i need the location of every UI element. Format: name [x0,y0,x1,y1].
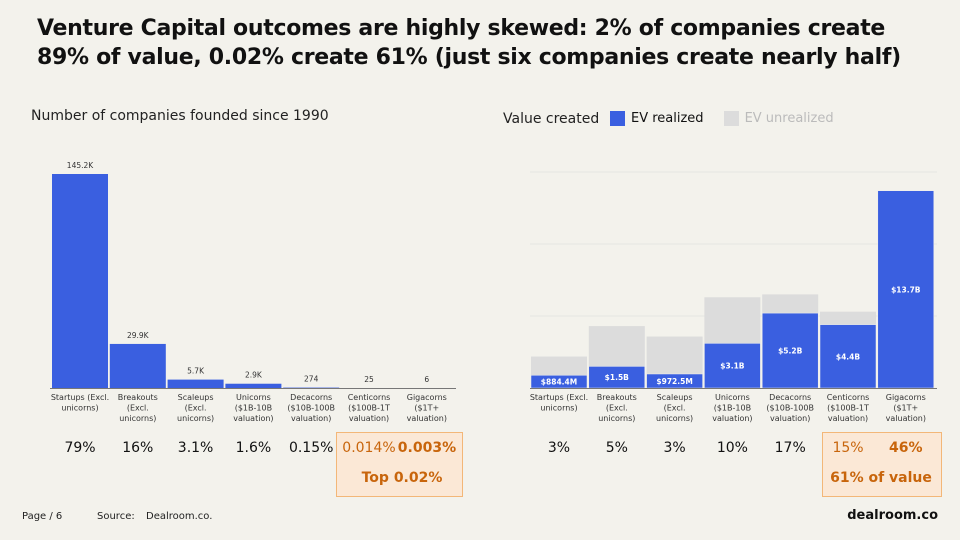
category-label: Breakouts (Excl. unicorns) [597,393,637,423]
company-share-label: 0.014% [342,440,396,456]
category-label: Decacorns ($10B-100B valuation) [766,393,814,423]
bar-ev-unrealized [704,297,761,344]
category-label: Startups (Excl. unicorns) [530,393,588,413]
value-label: 25 [364,375,374,384]
bar-ev-unrealized [762,294,819,314]
left-highlight-label: Top 0.02% [361,470,443,486]
bar-ev-realized [761,312,819,389]
value-share-label: 46% [889,440,923,456]
value-share-label: 5% [605,440,628,456]
value-label: 2.9K [245,371,263,380]
bar-ev-realized [819,324,877,389]
category-label: Centicorns ($100B-1T valuation) [348,393,391,423]
value-label: $5.2B [778,347,803,356]
bar-companies [225,383,282,388]
slide-title: Venture Capital outcomes are highly skew… [37,16,901,70]
category-label: Unicorns ($1B-10B valuation) [233,393,273,423]
company-share-label: 1.6% [235,440,272,456]
value-label: $884.4M [541,378,577,387]
value-label: $13.7B [891,285,921,294]
company-share-label: 3.1% [177,440,214,456]
category-label: Gigacorns ($1T+ valuation) [407,393,447,423]
value-label: 6 [424,375,429,384]
bar-ev-realized [877,190,935,389]
value-share-label: 15% [832,440,864,456]
left-highlight-box [336,432,463,497]
value-label: 29.9K [127,331,150,340]
category-label: Decacorns ($10B-100B valuation) [287,393,335,423]
value-share-label: 3% [663,440,686,456]
value-label: 145.2K [67,161,94,170]
company-share-label: 16% [122,440,154,456]
legend-label-unrealized: EV unrealized [744,111,834,126]
value-label: 274 [304,375,319,384]
legend-swatch-realized [610,111,625,126]
bar-ev-unrealized [820,311,876,325]
right-highlight-box [822,432,942,497]
company-share-label: 0.003% [397,440,457,456]
bar-ev-unrealized [646,336,703,374]
company-share-label: 0.15% [288,440,334,456]
bar-companies [167,379,224,388]
value-share-label: 10% [716,440,748,456]
source-text: Dealroom.co. [146,511,213,522]
source-label: Source: [97,511,135,522]
bar-ev-unrealized [531,356,587,376]
value-label: $4.4B [836,352,861,361]
right-chart-title: Value created [503,111,600,127]
bar-ev-realized [704,343,761,389]
category-label: Scaleups (Excl. unicorns) [177,393,214,423]
value-label: $972.5M [656,377,692,386]
value-share-label: 3% [547,440,571,456]
category-label: Centicorns ($100B-1T valuation) [827,393,870,423]
right-highlight-label: 61% of value [830,470,932,486]
legend-label-realized: EV realized [631,111,704,126]
bar-companies [52,174,108,388]
page-number: Page / 6 [22,511,63,522]
left-chart-title: Number of companies founded since 1990 [31,108,329,124]
category-label: Breakouts (Excl. unicorns) [118,393,158,423]
category-label: Startups (Excl. unicorns) [51,393,109,413]
bar-companies [109,343,166,388]
value-label: $1.5B [605,373,630,382]
bar-ev-unrealized [588,326,645,367]
category-label: Gigacorns ($1T+ valuation) [886,393,926,423]
category-label: Unicorns ($1B-10B valuation) [712,393,752,423]
dealroom-logo: dealroom.co [847,508,938,523]
legend: EV realized EV unrealized [610,111,834,126]
company-share-label: 79% [64,440,96,456]
value-label: 5.7K [187,367,205,376]
value-label: $3.1B [720,362,745,371]
value-share-label: 17% [774,440,806,456]
category-label: Scaleups (Excl. unicorns) [656,393,693,423]
legend-swatch-unrealized [723,111,739,126]
